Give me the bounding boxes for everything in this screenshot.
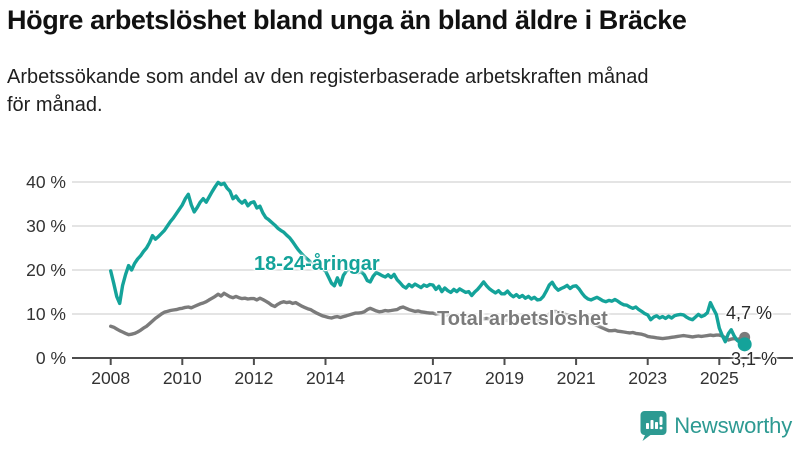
x-axis-tick-label: 2012 <box>234 368 273 388</box>
y-axis-tick-label: 30 % <box>26 216 66 236</box>
series-label-youth: 18-24-åringar <box>254 253 380 275</box>
x-axis-tick-label: 2019 <box>485 368 524 388</box>
y-axis-tick-label: 40 % <box>26 172 66 192</box>
x-axis-tick-label: 2023 <box>628 368 667 388</box>
end-value-youth: 3,1 % <box>731 349 778 369</box>
page-title: Högre arbetslöshet bland unga än bland ä… <box>7 5 687 35</box>
y-axis-tick-label: 10 % <box>26 304 66 324</box>
x-axis-tick-label: 2021 <box>557 368 596 388</box>
brand-name: Newsworthy <box>674 412 792 438</box>
chart-subtitle: Arbetssökande som andel av den registerb… <box>7 63 787 119</box>
x-axis-tick-label: 2010 <box>163 368 202 388</box>
y-axis-tick-label: 0 % <box>36 348 66 368</box>
brand-footer: Newsworthy <box>640 410 792 441</box>
x-axis-tick-label: 2008 <box>91 368 130 388</box>
series-label-total: Total arbetslöshet <box>437 308 608 330</box>
total-series-line <box>108 291 745 342</box>
newsworthy-logo-icon <box>640 411 667 441</box>
x-axis-tick-label: 2014 <box>306 368 345 388</box>
x-axis-tick-label: 2025 <box>700 368 739 388</box>
youth-series-line <box>108 180 745 347</box>
y-axis-tick-label: 20 % <box>26 260 66 280</box>
subtitle-line-1: Arbetssökande som andel av den registerb… <box>7 66 649 88</box>
end-value-total: 4,7 % <box>726 303 773 323</box>
youth-end-dot <box>737 337 752 352</box>
subtitle-line-2: för månad. <box>7 94 103 116</box>
x-axis-tick-label: 2017 <box>413 368 452 388</box>
